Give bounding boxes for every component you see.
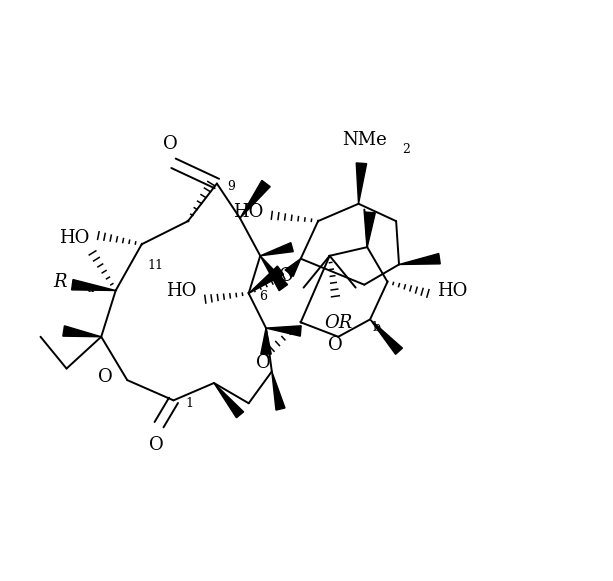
Text: b: b <box>373 321 381 333</box>
Text: HO: HO <box>233 203 263 221</box>
Text: HO: HO <box>436 282 467 299</box>
Text: 2: 2 <box>402 143 409 156</box>
Polygon shape <box>72 279 116 290</box>
Text: NMe: NMe <box>342 131 387 149</box>
Polygon shape <box>249 266 284 293</box>
Text: 6: 6 <box>259 290 267 303</box>
Polygon shape <box>261 256 287 290</box>
Polygon shape <box>214 383 243 418</box>
Text: R: R <box>53 273 67 291</box>
Polygon shape <box>356 163 367 204</box>
Text: O: O <box>279 267 294 285</box>
Text: O: O <box>163 135 178 153</box>
Text: 11: 11 <box>148 259 164 272</box>
Text: OR: OR <box>324 314 352 332</box>
Polygon shape <box>285 259 301 277</box>
Text: HO: HO <box>59 229 89 248</box>
Polygon shape <box>240 181 270 218</box>
Polygon shape <box>370 320 403 354</box>
Text: O: O <box>328 336 343 354</box>
Text: a: a <box>87 282 94 295</box>
Text: 1: 1 <box>185 397 193 410</box>
Text: HO: HO <box>166 282 197 299</box>
Text: O: O <box>98 368 113 386</box>
Polygon shape <box>399 253 440 264</box>
Polygon shape <box>266 326 301 336</box>
Polygon shape <box>261 328 271 354</box>
Text: 9: 9 <box>227 180 235 193</box>
Polygon shape <box>365 212 375 247</box>
Polygon shape <box>261 243 293 256</box>
Polygon shape <box>272 371 285 410</box>
Text: O: O <box>149 436 164 454</box>
Text: O: O <box>256 354 270 372</box>
Polygon shape <box>63 326 101 337</box>
